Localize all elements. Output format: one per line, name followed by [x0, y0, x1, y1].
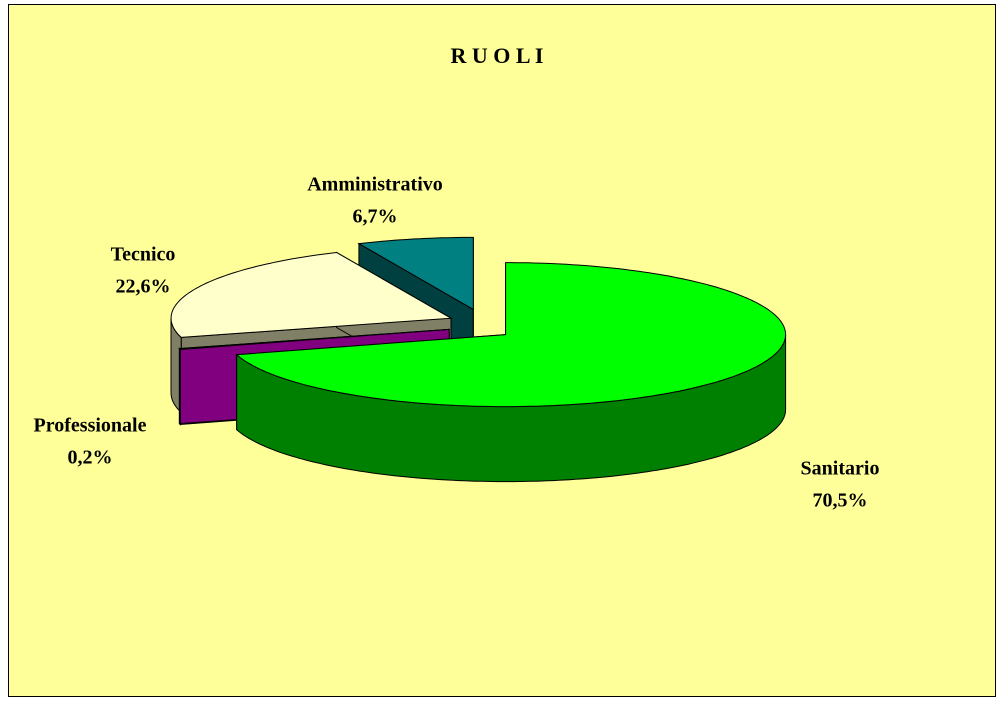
slice: [178, 328, 450, 351]
slice-side: [178, 347, 181, 426]
slice-label: Tecnico: [111, 244, 176, 266]
slice: [357, 236, 474, 311]
slice-value-label: 70,5%: [813, 490, 868, 512]
slice: [235, 262, 787, 408]
slice-label: Professionale: [34, 415, 147, 437]
slice-value-label: 6,7%: [353, 206, 398, 228]
slice-value-label: 0,2%: [68, 447, 113, 469]
slice-label: Sanitario: [801, 458, 880, 480]
slice-label: Amministrativo: [307, 174, 443, 196]
slice-value-label: 22,6%: [116, 276, 171, 298]
chart-title: R U O L I: [451, 43, 544, 68]
slice: [170, 251, 453, 338]
